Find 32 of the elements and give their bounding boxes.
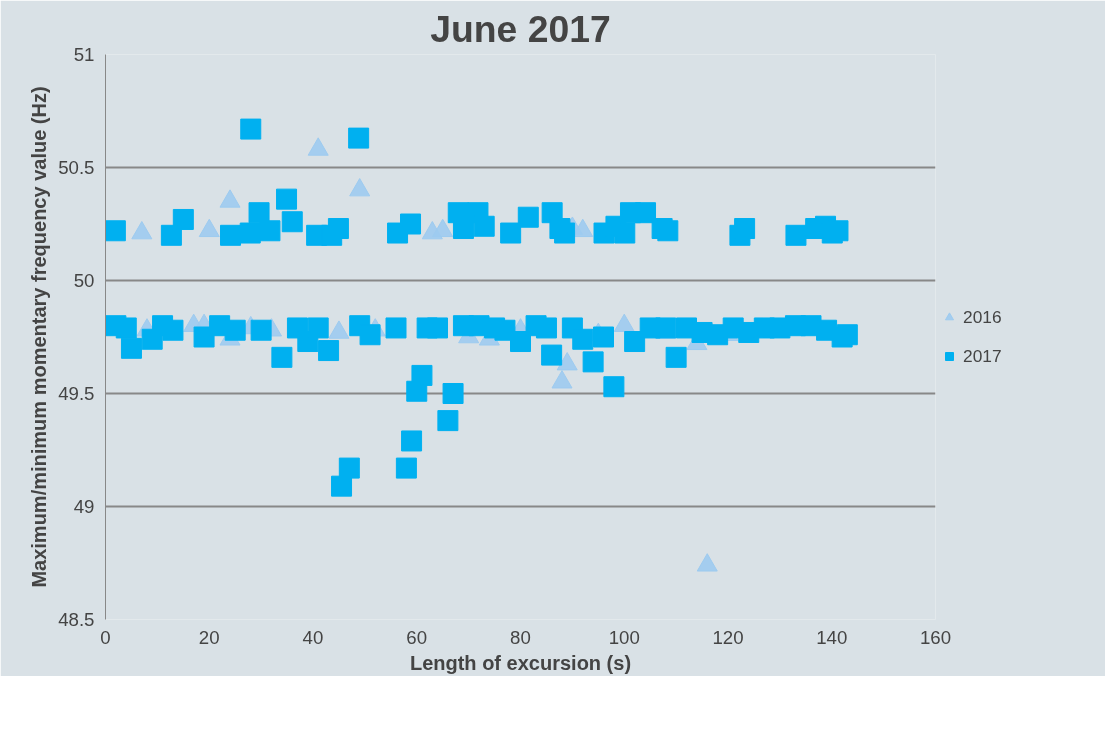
point bbox=[432, 218, 454, 238]
y-tick-label: 50 bbox=[73, 270, 95, 291]
point bbox=[328, 320, 350, 339]
y-tick-label: 51 bbox=[73, 44, 95, 65]
point bbox=[307, 137, 329, 156]
x-tick-label: 40 bbox=[302, 626, 324, 648]
point bbox=[219, 189, 241, 208]
y-tick-label: 49.5 bbox=[58, 383, 95, 404]
legend-label: 2016 bbox=[963, 306, 1002, 328]
point bbox=[613, 313, 635, 332]
x-tick-label: 0 bbox=[100, 626, 111, 648]
point bbox=[349, 178, 371, 197]
x-tick-label: 100 bbox=[608, 626, 640, 648]
chart-title: June 2017 bbox=[430, 7, 611, 50]
x-tick-label: 140 bbox=[816, 626, 848, 648]
point bbox=[556, 352, 578, 371]
x-axis-title: Length of excursion (s) bbox=[409, 651, 632, 674]
x-tick-label: 120 bbox=[712, 626, 744, 648]
y-tick-label: 48.5 bbox=[58, 609, 95, 630]
y-tick-label: 50.5 bbox=[58, 157, 95, 178]
point bbox=[198, 218, 220, 238]
legend-label: 2017 bbox=[963, 345, 1002, 367]
x-tick-label: 20 bbox=[198, 626, 220, 648]
x-tick-label: 80 bbox=[510, 626, 531, 648]
x-tick-label: 160 bbox=[919, 626, 952, 648]
point bbox=[572, 218, 594, 238]
point bbox=[131, 220, 153, 240]
x-tick-label: 60 bbox=[406, 626, 428, 648]
y-axis-title: Maximum/minimum momentary frequency value (Hz) bbox=[28, 86, 51, 588]
point bbox=[551, 370, 573, 389]
point bbox=[696, 553, 718, 572]
y-tick-label: 49 bbox=[73, 496, 95, 517]
